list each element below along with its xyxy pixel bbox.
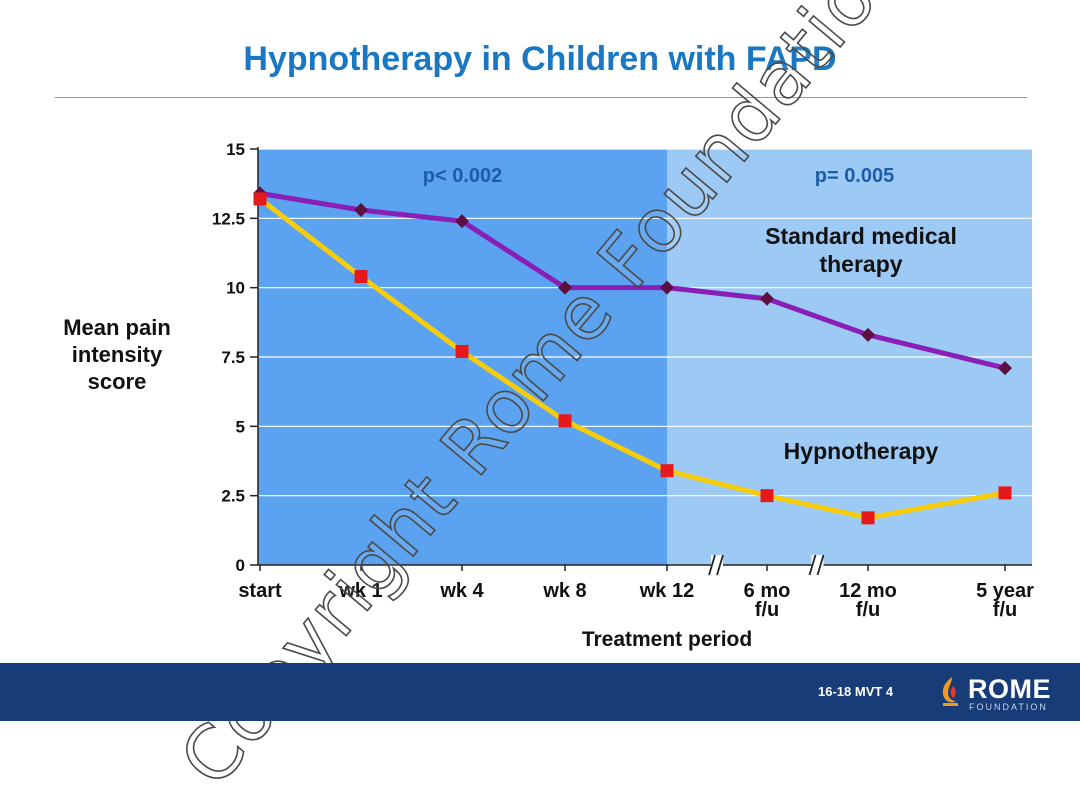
- chart: 0 2.5 5 7.5 10 12.5 15 start wk 1 wk 4 wk 8 wk 12 6 …: [63, 140, 1034, 651]
- x-tick-label: f/u: [856, 599, 880, 621]
- data-point: [558, 280, 572, 295]
- x-tick-label: wk 4: [439, 580, 484, 602]
- data-point: [660, 280, 674, 295]
- data-point: [998, 486, 1012, 500]
- x-tick-label: 5 year: [976, 580, 1034, 602]
- rome-flame-icon: [942, 677, 958, 706]
- y-tick-label: 12.5: [212, 209, 245, 228]
- logo-name: ROME: [968, 674, 1051, 704]
- data-point: [660, 464, 674, 478]
- x-tick-label: wk 12: [639, 580, 694, 602]
- data-point: [760, 489, 774, 503]
- logo-subtitle: FOUNDATION: [969, 702, 1048, 712]
- data-point: [354, 270, 368, 284]
- data-point: [861, 511, 875, 525]
- y-tick-label: 2.5: [221, 487, 245, 506]
- series-line-1: [257, 196, 1008, 521]
- x-axis-label: Treatment period: [582, 628, 752, 651]
- x-tick-label: 12 mo: [839, 580, 897, 602]
- data-point: [455, 344, 469, 358]
- p-value-label: p< 0.002: [423, 165, 503, 187]
- axis-break-mark: [808, 554, 817, 576]
- y-axis-label: Mean pain: [63, 315, 171, 340]
- data-point: [861, 327, 875, 342]
- y-tick-label: 10: [226, 279, 245, 298]
- y-tick-label: 5: [236, 417, 245, 436]
- slide-code: 16-18 MVT 4: [818, 684, 894, 699]
- y-axis-label: intensity: [72, 342, 163, 367]
- data-point: [558, 414, 572, 428]
- x-tick-label: start: [238, 580, 282, 602]
- p-value-label: p= 0.005: [815, 165, 895, 187]
- series-label: Standard medical: [765, 223, 957, 249]
- y-tick-label: 7.5: [221, 348, 245, 367]
- series-line-0: [257, 190, 1008, 371]
- data-point: [760, 291, 774, 306]
- data-point: [998, 361, 1012, 376]
- title-divider: [55, 97, 1027, 98]
- x-tick-label: wk 8: [542, 580, 586, 602]
- x-tick-label: f/u: [755, 599, 779, 621]
- axis-break-mark: [708, 554, 716, 576]
- slide-title: Hypnotherapy in Children with FAPD: [243, 40, 837, 78]
- x-tick-label: wk 1: [338, 580, 382, 602]
- data-point: [253, 192, 267, 206]
- data-point: [455, 214, 469, 229]
- data-point: [354, 203, 368, 218]
- y-axis-label: score: [88, 369, 147, 394]
- axis-break-mark: [716, 554, 724, 576]
- y-tick-label: 0: [236, 556, 245, 575]
- footer-bar: [0, 663, 1080, 721]
- x-tick-label: f/u: [993, 599, 1017, 621]
- series-label: therapy: [819, 251, 902, 277]
- y-tick-label: 15: [226, 140, 245, 159]
- axis-break-mark: [816, 554, 825, 576]
- series-label: Hypnotherapy: [784, 438, 939, 464]
- x-tick-label: 6 mo: [744, 580, 791, 602]
